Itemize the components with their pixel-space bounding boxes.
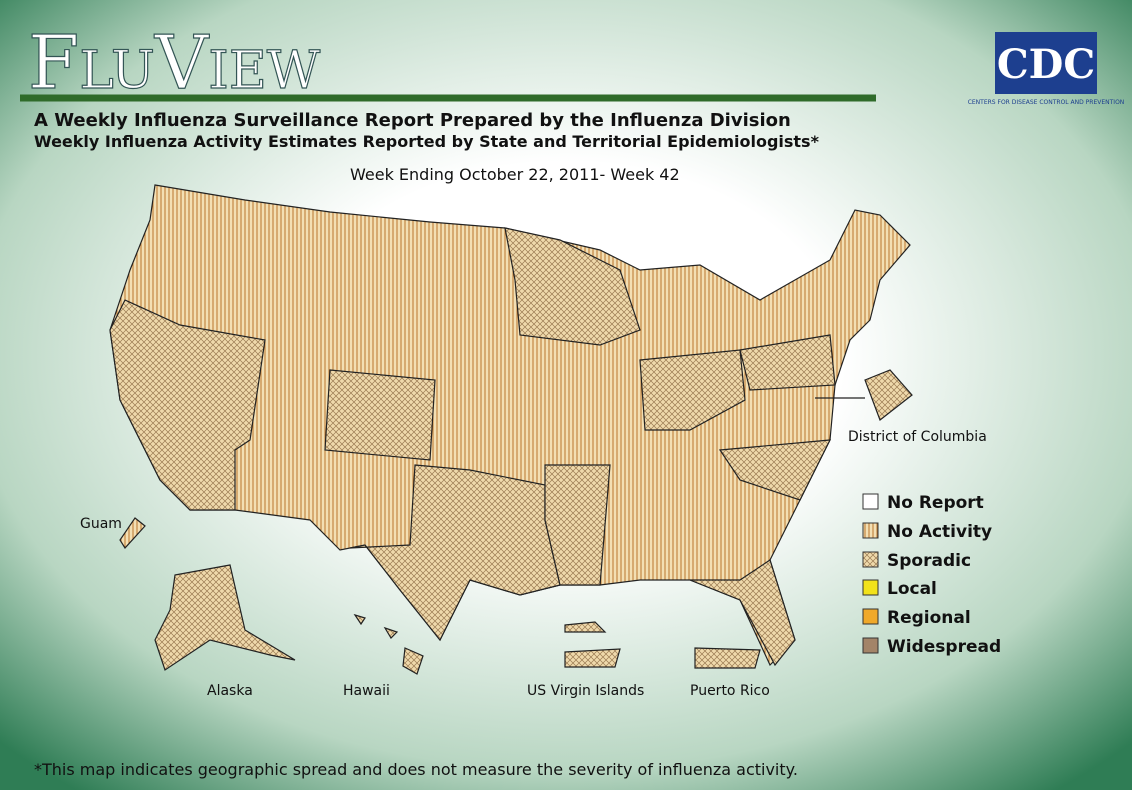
map-label: US Virgin Islands [527,683,644,699]
legend-swatch [862,493,879,510]
legend-label: Regional [887,608,971,628]
legend: No Report No Activity Sporadic Local Reg… [862,493,1001,657]
logo-box [995,32,1097,94]
week: Week Ending October 22, 2011- Week 42 [350,165,680,184]
subtitle2: Weekly Influenza Activity Estimates Repo… [34,132,820,151]
guam [119,517,146,549]
subtitle: A Weekly Influenza Surveillance Report P… [34,110,791,131]
virgin-islands [564,621,621,668]
cdc-logo: CDC Centers for Disease Control and Prev… [968,32,1125,106]
legend-label: Sporadic [887,551,971,571]
region-ohio [639,349,746,431]
region-south [544,464,611,586]
title: FluView [28,20,321,106]
hawaii [353,613,424,675]
legend-label: No Report [887,493,984,513]
legend-swatch [862,637,879,654]
legend-label: No Activity [887,522,992,542]
legend-label: Local [887,579,937,599]
footnote: *This map indicates geographic spread an… [34,760,798,779]
region-northeast [739,334,836,391]
legend-swatch [862,579,879,596]
logo-caption: Centers for Disease Control and Preventi… [968,99,1125,106]
region-north [504,227,641,346]
dc-inset [864,369,913,421]
region-florida [689,559,796,667]
map-label: Hawaii [343,683,390,699]
region-west [109,299,266,511]
map-label: Guam [80,516,122,532]
alaska [154,564,296,671]
legend-swatch [862,551,879,568]
region-colorado [324,369,436,461]
map-label: Puerto Rico [690,683,770,699]
region-carolina [718,439,832,501]
us-map [109,184,913,675]
legend-label: Widespread [887,637,1001,657]
puerto-rico [694,647,761,669]
logo-text: CDC [997,41,1095,88]
map-label: Alaska [207,683,253,699]
legend-swatch [862,522,879,539]
map-label: District of Columbia [848,429,987,445]
legend-swatch [862,608,879,625]
